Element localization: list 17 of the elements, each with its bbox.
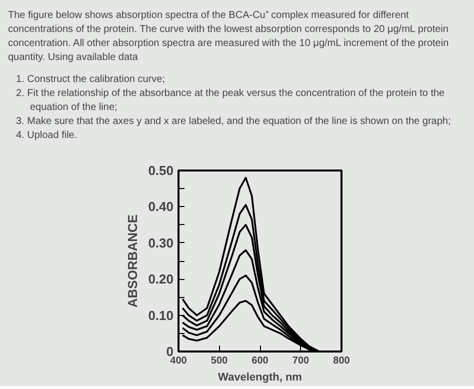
x-tick-label: 500 bbox=[210, 356, 228, 366]
y-tick-label: 0.40 bbox=[148, 199, 174, 214]
x-tick-label: 400 bbox=[170, 356, 188, 366]
x-axis-title: Wavelength, nm bbox=[218, 372, 302, 384]
text: 4. Upload file. bbox=[15, 129, 78, 143]
text: 1. Construct the calibration curve; bbox=[15, 73, 166, 87]
y-tick-label: 0.10 bbox=[148, 308, 174, 323]
text: 3. Make sure that the axes y and x are labeled, and the equation of the line is shown on the graph; bbox=[15, 115, 452, 129]
y-tick-label: 0.30 bbox=[148, 235, 174, 250]
text: 2. Fit the relationship of the absorbance at the peak versus the concentration of the protein to the equation of the line; bbox=[15, 87, 446, 115]
x-tick-label: 600 bbox=[252, 356, 269, 366]
x-tick-label: 700 bbox=[292, 356, 310, 366]
x-tick-label: 800 bbox=[333, 356, 350, 366]
chart-title: The figure below shows absorption spectra of the BCA-Cu⁺ complex measured for different concentrations of the protein. The curve with the lowest absorption corresponds to 20 μg/mL protein concentration. All other absorption spectra are measured with the 10 μg/mL increment of the protein quantity. Using available data bbox=[8, 9, 450, 65]
y-tick-label: 0.20 bbox=[148, 272, 174, 287]
y-tick-label: 0.50 bbox=[148, 163, 174, 178]
y-axis-title: ABSORBANCE bbox=[125, 214, 140, 308]
